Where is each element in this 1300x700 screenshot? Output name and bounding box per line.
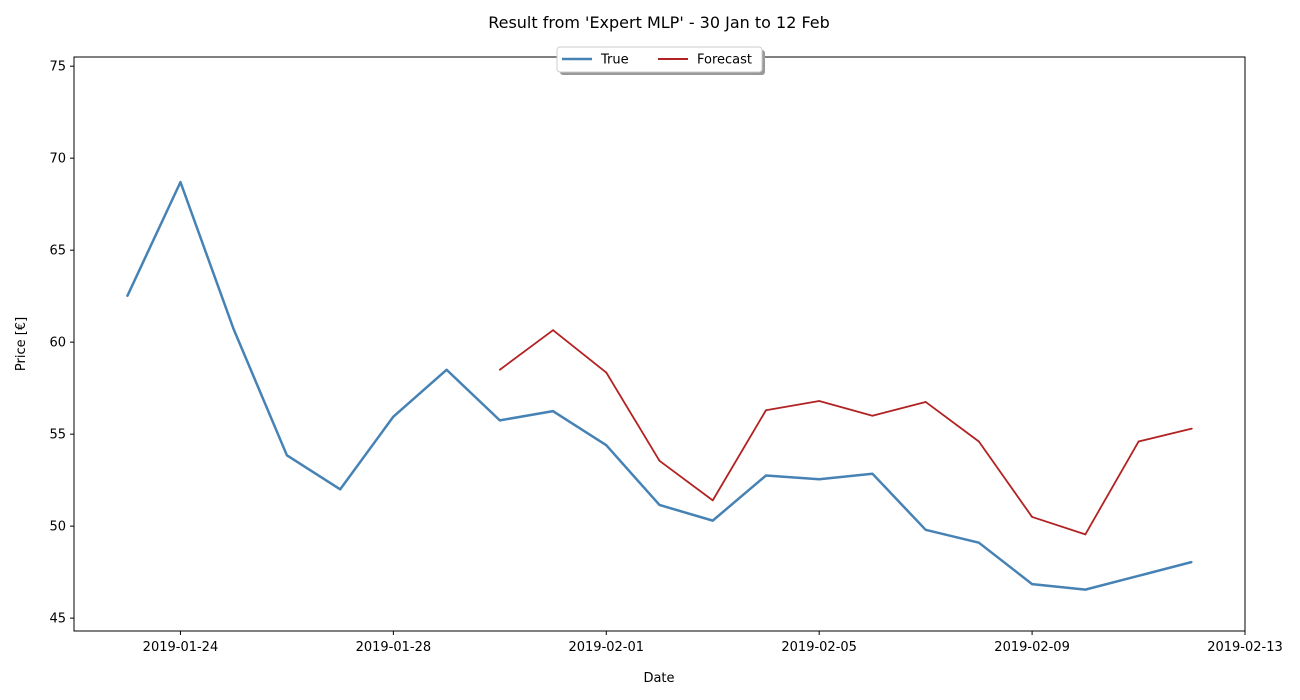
data-point-true — [552, 410, 554, 413]
data-point-true — [1031, 583, 1033, 585]
data-point-true — [1137, 574, 1140, 577]
data-point-forecast — [818, 400, 821, 402]
data-point-true — [445, 368, 448, 371]
data-point-true — [818, 478, 821, 481]
y-tick-label: 75 — [49, 60, 66, 75]
data-point-true — [339, 488, 342, 491]
data-point-forecast — [711, 499, 714, 502]
x-tick-label: 2019-02-13 — [1207, 640, 1283, 655]
series-layer — [126, 180, 1193, 591]
x-tick-label: 2019-02-01 — [568, 640, 644, 655]
data-point-true — [498, 419, 501, 422]
y-axis: 45 50 55 60 65 70 75 — [49, 60, 74, 627]
data-point-forecast — [605, 371, 608, 374]
data-point-true — [286, 454, 288, 457]
data-point-forecast — [1084, 533, 1087, 536]
x-tick-label: 2019-02-09 — [994, 640, 1070, 655]
data-point-forecast — [1137, 440, 1140, 443]
data-point-forecast — [552, 329, 554, 332]
data-point-true — [605, 444, 608, 447]
data-point-true — [711, 519, 714, 522]
data-point-true — [232, 328, 235, 331]
data-point-forecast — [1031, 516, 1033, 518]
chart-title: Result from 'Expert MLP' - 30 Jan to 12 … — [488, 13, 830, 32]
y-tick-label: 65 — [49, 244, 66, 259]
data-point-forecast — [765, 409, 767, 412]
y-tick-label: 55 — [49, 428, 66, 443]
legend-label-forecast: Forecast — [697, 53, 752, 68]
data-point-forecast — [1190, 427, 1193, 430]
x-axis: 2019-01-24 2019-01-28 2019-02-01 2019-02-05… — [143, 631, 1283, 655]
data-point-forecast — [498, 368, 501, 371]
y-tick-label: 60 — [49, 336, 66, 351]
data-point-true — [1084, 588, 1087, 591]
data-point-true — [977, 541, 980, 544]
y-tick-label: 70 — [49, 152, 66, 167]
y-tick-label: 45 — [49, 612, 66, 627]
data-point-true — [1190, 561, 1193, 563]
plot-area — [74, 57, 1245, 631]
x-tick-label: 2019-01-24 — [143, 640, 219, 655]
x-axis-label: Date — [643, 671, 674, 686]
y-axis-label: Price [€] — [14, 317, 29, 371]
data-point-true — [658, 504, 661, 506]
legend-label-true: True — [600, 53, 629, 68]
legend: True Forecast — [556, 46, 765, 75]
data-point-true — [924, 528, 927, 531]
data-point-true — [765, 474, 767, 477]
data-point-forecast — [977, 440, 980, 443]
data-point-true — [126, 295, 129, 298]
x-tick-label: 2019-01-28 — [356, 640, 432, 655]
y-tick-label: 50 — [49, 520, 66, 535]
data-point-true — [392, 415, 395, 418]
data-point-forecast — [871, 414, 874, 417]
data-point-forecast — [658, 459, 661, 462]
data-point-true — [179, 181, 182, 184]
series-line-forecast — [499, 329, 1192, 536]
data-point-forecast — [924, 401, 927, 403]
x-tick-label: 2019-02-05 — [781, 640, 857, 655]
data-point-true — [871, 472, 874, 475]
